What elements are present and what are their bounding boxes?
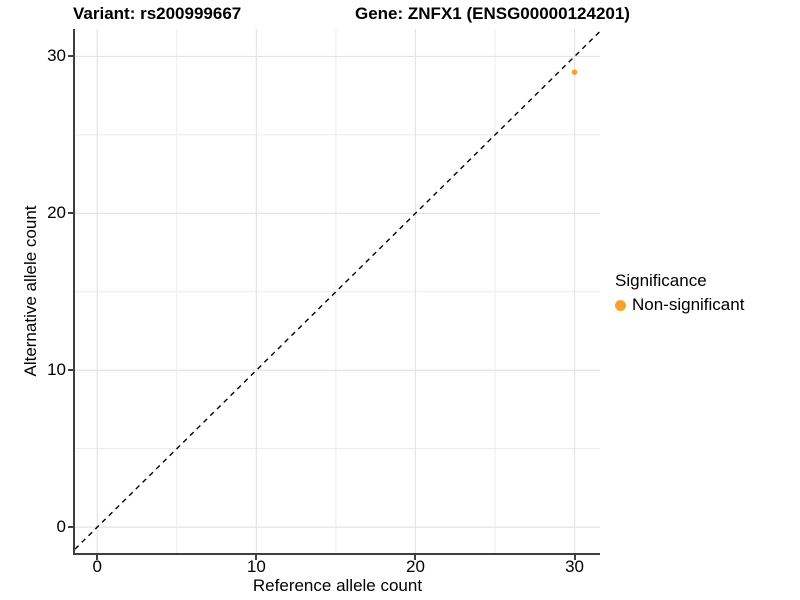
plot-title-variant: Variant: rs200999667 — [73, 4, 242, 23]
y-tick-label: 30 — [47, 46, 66, 66]
x-tick-label: 0 — [92, 557, 102, 576]
chart-canvas — [75, 29, 600, 553]
y-tick — [68, 526, 73, 529]
legend-item-non-significant: Non-significant — [615, 295, 744, 315]
identity-line — [75, 30, 600, 550]
data-point — [571, 69, 578, 75]
x-tick — [573, 555, 576, 560]
y-tick — [68, 369, 73, 372]
x-tick-label: 30 — [565, 557, 584, 576]
x-tick — [414, 555, 417, 560]
y-tick-label: 20 — [47, 203, 66, 223]
y-tick-label: 10 — [47, 360, 66, 380]
y-tick — [68, 55, 73, 58]
legend-point-icon — [615, 299, 626, 311]
legend: Significance Non-significant — [615, 271, 744, 315]
x-tick-label: 10 — [246, 557, 266, 576]
x-tick — [96, 555, 99, 560]
y-axis-title: Alternative allele count — [21, 205, 40, 377]
x-tick — [255, 555, 258, 560]
x-axis-title: Reference allele count — [252, 576, 423, 595]
plot-title-gene: Gene: ZNFX1 (ENSG00000124201) — [355, 4, 630, 23]
y-tick-label: 0 — [56, 517, 66, 537]
y-tick — [68, 212, 73, 215]
plot-panel — [73, 29, 600, 555]
legend-title: Significance — [615, 271, 707, 290]
legend-item-label: Non-significant — [632, 295, 745, 314]
x-tick-label: 20 — [405, 557, 425, 576]
